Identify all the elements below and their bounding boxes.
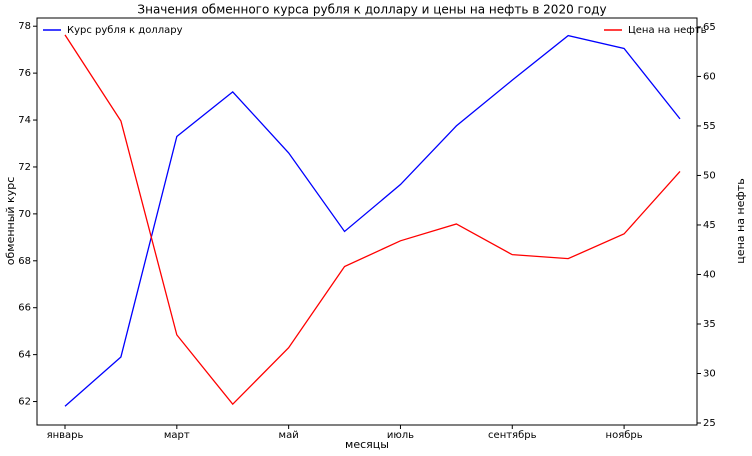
y2-tick-label: 35 bbox=[703, 319, 716, 330]
x-axis-label: месяцы bbox=[345, 438, 389, 451]
y-tick-label: 72 bbox=[18, 162, 31, 173]
chart-title: Значения обменного курса рубля к доллару… bbox=[137, 3, 606, 17]
y2-tick-label: 25 bbox=[703, 418, 716, 429]
line-series bbox=[64, 34, 681, 406]
y-tick-label: 70 bbox=[18, 209, 31, 220]
x-tick-label: сентябрь bbox=[488, 430, 537, 441]
x-tick-label: ноябрь bbox=[606, 430, 643, 441]
y2-axis-label: цена на нефть bbox=[734, 178, 747, 263]
y2-tick-label: 30 bbox=[703, 369, 716, 380]
y2-tick-label: 65 bbox=[703, 22, 716, 33]
y-tick-label: 62 bbox=[18, 397, 31, 408]
y-tick-label: 66 bbox=[18, 303, 31, 314]
legend-label: Курс рубля к доллару bbox=[67, 25, 183, 36]
y2-tick-label: 45 bbox=[703, 220, 716, 231]
legend-label: Цена на нефть bbox=[628, 25, 707, 36]
y2-tick-label: 40 bbox=[703, 269, 716, 280]
y2-tick-label: 50 bbox=[703, 170, 716, 181]
x-tick-label: май bbox=[279, 430, 299, 441]
y-axis-label: обменный курс bbox=[4, 177, 17, 265]
y-tick-label: 68 bbox=[18, 256, 31, 267]
y-tick-label: 78 bbox=[18, 21, 31, 32]
y-tick-label: 74 bbox=[18, 115, 31, 126]
y-tick-label: 64 bbox=[18, 350, 31, 361]
x-tick-label: март bbox=[164, 430, 190, 441]
y-tick-label: 76 bbox=[18, 68, 31, 79]
y2-tick-label: 55 bbox=[703, 121, 716, 132]
plot-frame bbox=[36, 17, 698, 426]
y2-tick-label: 60 bbox=[703, 71, 716, 82]
x-tick-label: январь bbox=[47, 430, 84, 441]
x-tick-label: июль bbox=[387, 430, 414, 441]
line-series bbox=[64, 34, 681, 407]
